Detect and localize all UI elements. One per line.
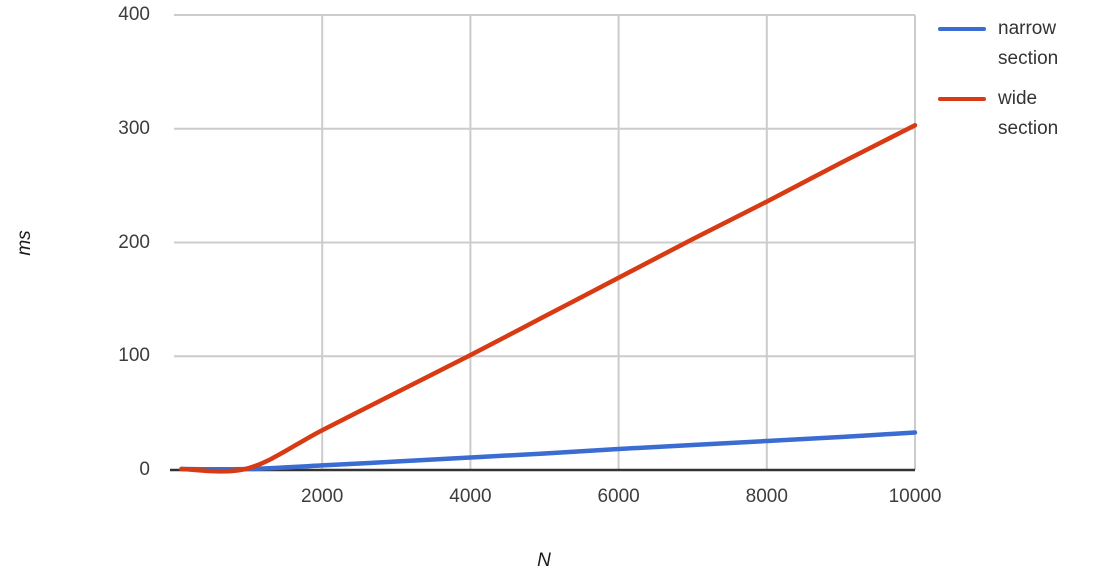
x-tick-label: 2000 [301,486,344,507]
legend-item-narrow-section: narrow section [938,14,1070,74]
series-line-narrow-section [179,430,918,472]
y-axis-title: ms [14,230,35,256]
y-tick-label: 0 [139,459,150,480]
x-tick-label: 4000 [449,486,492,507]
legend: narrow section wide section [938,14,1070,144]
x-tick-label: 10000 [888,486,942,507]
legend-label: narrow section [998,18,1059,69]
legend-label: wide section [998,88,1059,139]
legend-swatch [938,27,986,31]
series-line-wide-section [179,123,918,474]
x-tick-label: 8000 [745,486,788,507]
legend-swatch [938,97,986,101]
legend-item-wide-section: wide section [938,84,1070,144]
y-tick-label: 400 [118,4,150,25]
y-tick-label: 200 [118,231,150,253]
y-tick-label: 300 [118,117,150,139]
x-tick-label: 6000 [597,486,640,507]
x-axis-title: N [537,550,551,571]
y-tick-label: 100 [118,345,150,367]
